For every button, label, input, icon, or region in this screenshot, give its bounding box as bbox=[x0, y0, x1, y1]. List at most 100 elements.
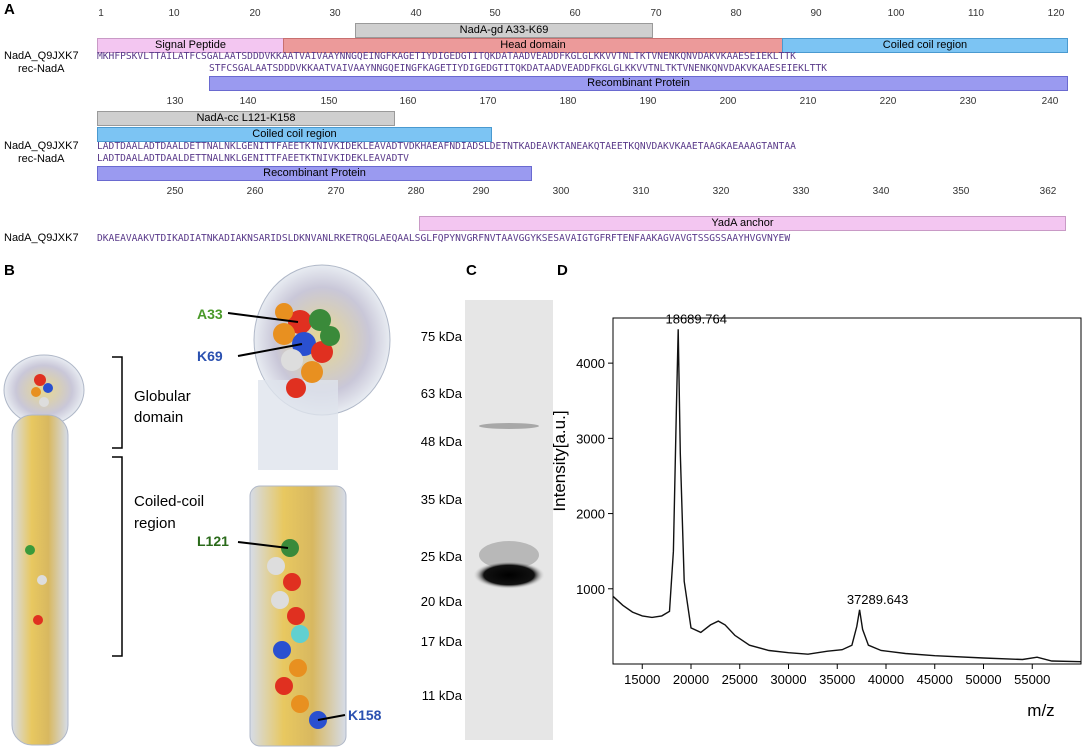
ruler-tick: 10 bbox=[168, 8, 180, 19]
x-tick-label: 35000 bbox=[819, 672, 855, 687]
ruler-tick: 320 bbox=[712, 186, 730, 197]
plot-frame bbox=[612, 317, 1082, 665]
ruler-tick: 120 bbox=[1047, 8, 1065, 19]
seq-name-nada-2: NadA_Q9JXK7 bbox=[4, 140, 79, 152]
label-l121: L121 bbox=[197, 533, 229, 549]
ruler-tick: 350 bbox=[952, 186, 970, 197]
feature-signal-peptide: Signal Peptide bbox=[97, 38, 284, 53]
ruler-tick: 180 bbox=[559, 96, 577, 107]
ruler-tick: 340 bbox=[872, 186, 890, 197]
x-tick-label: 30000 bbox=[770, 672, 806, 687]
sequence-rec-2: LADTDAALADTDAALDETTNALNKLGENITTFAEETKTNI… bbox=[97, 153, 409, 164]
ruler-tick: 280 bbox=[407, 186, 425, 197]
ruler-tick: 1 bbox=[98, 8, 104, 19]
sequence-rec: STFCSGALAATSDDDVKKAATVAIVAAYNNGQEINGFKAG… bbox=[209, 63, 828, 74]
x-tick-label: 25000 bbox=[722, 672, 758, 687]
sequence-nada-3: DKAEAVAAKVTDIKADIATNKADIAKNSARIDSLDKNVAN… bbox=[97, 233, 791, 244]
marker-75: 75 kDa bbox=[420, 329, 462, 344]
ruler-tick: 130 bbox=[166, 96, 184, 107]
ruler-tick: 90 bbox=[810, 8, 822, 19]
feature-coiled-coil: Coiled coil region bbox=[782, 38, 1068, 53]
ruler-tick: 200 bbox=[719, 96, 737, 107]
ruler-tick: 220 bbox=[879, 96, 897, 107]
ruler-tick: 330 bbox=[792, 186, 810, 197]
x-tick-label: 50000 bbox=[965, 672, 1001, 687]
marker-48: 48 kDa bbox=[420, 434, 462, 449]
y-tick-label: 4000 bbox=[576, 356, 605, 371]
ruler-tick: 230 bbox=[959, 96, 977, 107]
panel-label-a: A bbox=[4, 1, 15, 18]
peak-label: 18689.764 bbox=[665, 311, 726, 326]
ruler-tick: 240 bbox=[1041, 96, 1059, 107]
ruler-tick: 100 bbox=[887, 8, 905, 19]
mass-spectrum-chart: 15000 20000 25000 30000 35000 40000 45000 50000… bbox=[550, 311, 1082, 720]
x-tick-label: 15000 bbox=[624, 672, 660, 687]
ruler-tick: 310 bbox=[632, 186, 650, 197]
label-region: region bbox=[134, 515, 176, 532]
coiled-zoom-structure bbox=[249, 485, 347, 747]
feature-nada-cc: NadA-cc L121-K158 bbox=[97, 111, 395, 126]
ruler-tick: 50 bbox=[489, 8, 501, 19]
feature-recombinant-protein-2: Recombinant Protein bbox=[97, 166, 532, 181]
seq-name-rec: rec-NadA bbox=[18, 63, 65, 75]
x-tick-label: 55000 bbox=[1014, 672, 1050, 687]
seq-name-nada: NadA_Q9JXK7 bbox=[4, 50, 79, 62]
sequence-nada: MKHFPSKVLTTAILATFCSGALAATSDDDVKKAATVAIVA… bbox=[97, 51, 796, 62]
ruler-tick: 80 bbox=[730, 8, 742, 19]
ruler-tick: 140 bbox=[239, 96, 257, 107]
marker-17: 17 kDa bbox=[420, 634, 462, 649]
feature-coiled-coil-2: Coiled coil region bbox=[97, 127, 492, 142]
label-domain: domain bbox=[134, 409, 184, 426]
panel-label-b: B bbox=[4, 262, 15, 279]
ruler-tick: 260 bbox=[246, 186, 264, 197]
label-coiled-coil: Coiled-coil bbox=[134, 493, 205, 510]
y-tick-label: 3000 bbox=[576, 431, 605, 446]
x-tick-label: 20000 bbox=[673, 672, 709, 687]
label-a33: A33 bbox=[197, 306, 223, 322]
x-axis-label: m/z bbox=[1027, 701, 1054, 720]
label-globular: Globular bbox=[134, 388, 191, 405]
globular-bracket bbox=[112, 356, 123, 449]
marker-25: 25 kDa bbox=[420, 549, 462, 564]
seq-name-nada-3: NadA_Q9JXK7 bbox=[4, 232, 79, 244]
full-length-structure bbox=[3, 354, 85, 746]
ruler-tick: 110 bbox=[968, 8, 984, 19]
globular-zoom-structure bbox=[253, 264, 391, 470]
ruler-tick: 190 bbox=[639, 96, 657, 107]
coiled-bracket bbox=[112, 456, 123, 657]
marker-11: 11 kDa bbox=[421, 688, 462, 703]
protein-structure-figure bbox=[3, 264, 391, 747]
ruler-tick: 300 bbox=[552, 186, 570, 197]
ruler-tick: 270 bbox=[327, 186, 345, 197]
peak-label: 37289.643 bbox=[847, 592, 908, 607]
ruler-tick: 40 bbox=[410, 8, 422, 19]
ruler-tick: 290 bbox=[472, 186, 490, 197]
ruler-tick: 20 bbox=[249, 8, 261, 19]
y-tick-label: 1000 bbox=[576, 582, 605, 597]
y-tick-label: 2000 bbox=[576, 507, 605, 522]
feature-recombinant-protein: Recombinant Protein bbox=[209, 76, 1068, 91]
seq-name-rec-2: rec-NadA bbox=[18, 153, 65, 165]
marker-63: 63 kDa bbox=[420, 386, 462, 401]
x-tick-label: 40000 bbox=[868, 672, 904, 687]
ruler-tick: 210 bbox=[799, 96, 817, 107]
ruler-tick: 70 bbox=[650, 8, 662, 19]
x-tick-label: 45000 bbox=[917, 672, 953, 687]
panel-label-d: D bbox=[557, 262, 568, 279]
ruler-tick: 362 bbox=[1039, 186, 1057, 197]
sequence-nada-2: LADTDAALADTDAALDETTNALNKLGENITTFAEETKTNI… bbox=[97, 141, 796, 152]
ruler-tick: 30 bbox=[329, 8, 341, 19]
ruler-tick: 160 bbox=[399, 96, 417, 107]
feature-yada-anchor: YadA anchor bbox=[419, 216, 1066, 231]
spectrum-line bbox=[612, 329, 1082, 663]
label-k158: K158 bbox=[348, 707, 382, 723]
y-axis-label: Intensity[a.u.] bbox=[550, 410, 569, 511]
label-k69: K69 bbox=[197, 348, 223, 364]
ruler-tick: 150 bbox=[320, 96, 338, 107]
marker-20: 20 kDa bbox=[420, 594, 462, 609]
ruler-tick: 170 bbox=[479, 96, 497, 107]
feature-nada-gd: NadA-gd A33-K69 bbox=[355, 23, 653, 38]
sds-page-gel bbox=[465, 300, 553, 740]
panel-label-c: C bbox=[466, 262, 477, 279]
ruler-tick: 250 bbox=[166, 186, 184, 197]
